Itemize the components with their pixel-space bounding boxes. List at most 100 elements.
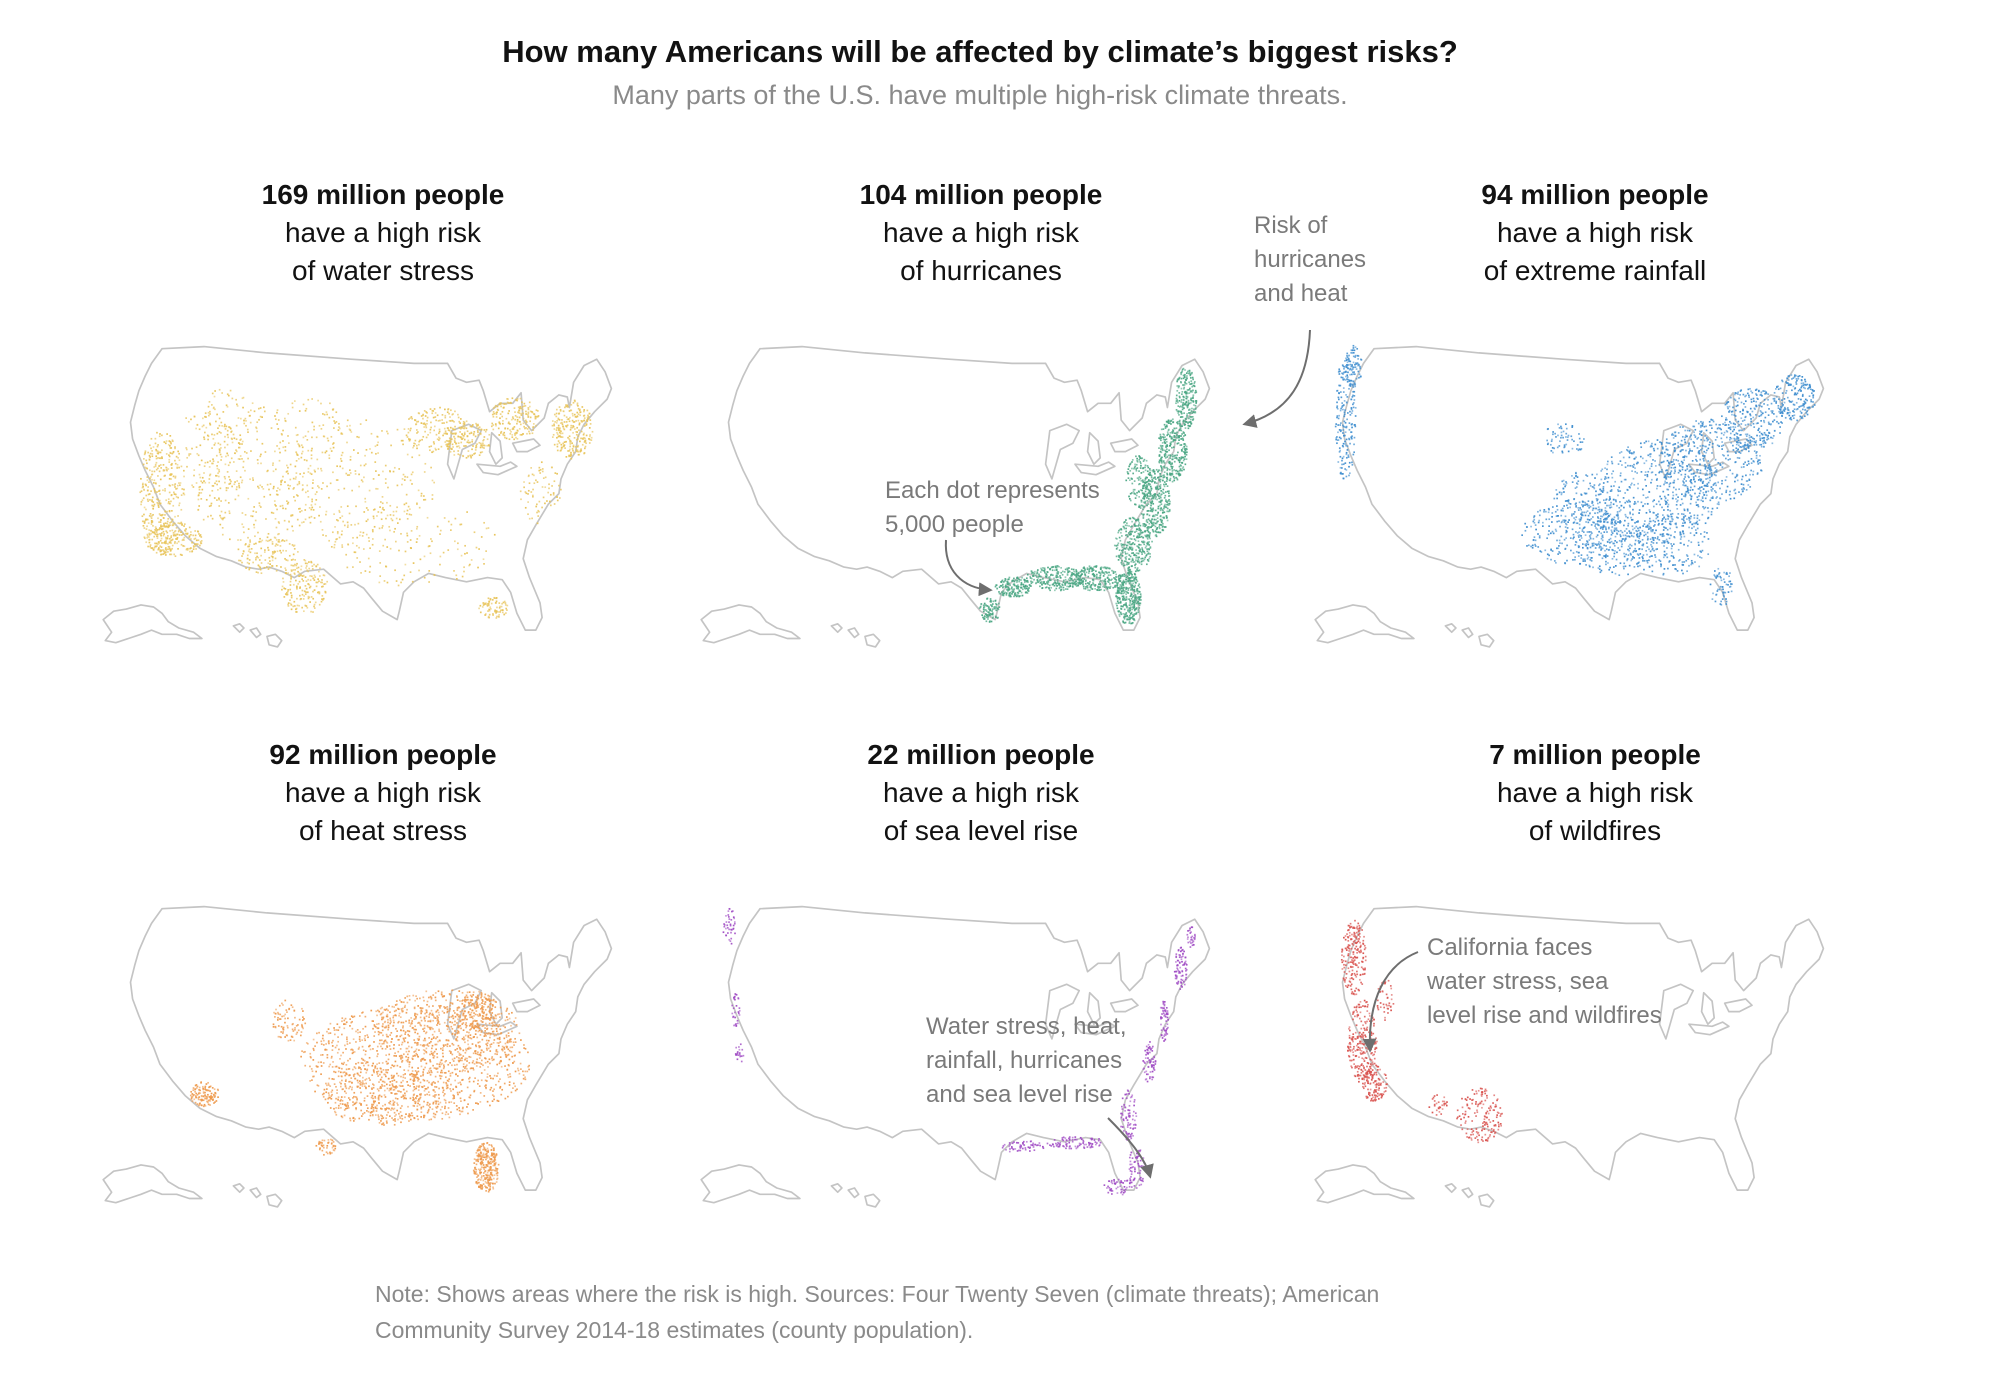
population-dot [1154,476,1156,479]
population-dot [1136,477,1139,480]
population-dot [564,447,566,449]
population-dot [1114,586,1116,588]
population-dot [1124,603,1127,606]
population-dot [1084,580,1087,583]
population-dot [1026,580,1028,582]
population-dot [146,476,149,478]
population-dot [167,524,170,527]
population-dot [205,416,207,418]
population-dot [429,408,432,410]
population-dot [1066,569,1069,571]
population-dot [1029,584,1032,587]
population-dot [508,402,510,404]
population-dot [263,410,266,413]
population-dot [169,440,172,443]
population-dot [1115,537,1117,540]
population-dot [171,518,174,521]
population-dot [199,485,201,488]
population-dot [170,474,172,476]
population-dot [295,434,298,437]
population-dot [220,421,223,424]
population-dot [991,603,994,605]
population-dot [1151,518,1153,521]
population-dot [1137,490,1140,493]
population-dot [1134,601,1136,603]
population-dot [313,563,315,566]
population-dot [419,558,422,561]
population-dot [305,459,308,462]
population-dot [1054,565,1057,568]
population-dot [163,525,166,528]
population-dot [1099,574,1102,577]
population-dot [1148,514,1151,517]
population-dot [469,563,471,566]
population-dot [1020,581,1023,584]
population-dot [417,489,420,492]
population-dot [537,509,540,512]
population-dot [359,561,361,563]
population-dot [1123,608,1126,611]
population-dot [286,502,289,505]
population-dot [151,499,153,501]
population-dot [553,443,556,446]
population-dot [1149,485,1152,488]
population-dot [527,475,530,478]
population-dot [1146,548,1148,550]
population-dot [1112,572,1115,574]
population-dot [1185,376,1188,379]
population-dot [178,466,180,469]
population-dot [290,592,292,594]
population-dot [1142,487,1145,490]
population-dot [499,609,502,612]
population-dot [271,551,274,553]
population-dot [269,566,271,569]
population-dot [220,432,222,434]
population-dot [164,442,167,445]
population-dot [1140,464,1142,467]
population-dot [1116,589,1119,591]
population-dot [336,479,339,481]
population-dot [1125,576,1128,579]
population-dot [1107,581,1110,583]
population-dot [1148,533,1151,535]
population-dot [362,531,365,534]
population-dot [330,450,333,452]
population-dot [571,426,574,429]
population-dot [1044,583,1047,585]
population-dot [273,500,276,502]
population-dot [313,574,316,577]
population-dot [1175,400,1178,402]
population-dot [289,580,292,583]
population-dot [518,420,521,423]
population-dot [311,447,313,450]
population-dot [516,422,518,425]
population-dot [149,513,152,515]
population-dot [1132,472,1135,475]
population-dot [1116,546,1119,549]
population-dot [1180,449,1183,451]
population-dot [316,563,319,566]
population-dot [165,538,168,540]
population-dot [1180,405,1182,407]
population-dot [292,569,295,571]
population-dot [270,555,273,558]
population-dot [179,553,182,556]
population-dot [1175,394,1178,397]
population-dot [523,405,525,407]
population-dot [202,417,204,420]
population-dot [295,579,297,582]
population-dot [1018,589,1021,591]
population-dot [276,493,279,496]
population-dot [1122,525,1125,528]
population-dot [330,545,333,548]
population-dot [478,441,481,444]
population-dot [309,472,312,475]
population-dot [1189,374,1192,377]
population-dot [1060,589,1062,591]
population-dot [283,519,286,522]
population-dot [1138,599,1140,601]
population-dot [176,467,179,469]
population-dot [1131,520,1133,523]
population-dot [1133,488,1136,491]
population-dot [1187,372,1190,375]
